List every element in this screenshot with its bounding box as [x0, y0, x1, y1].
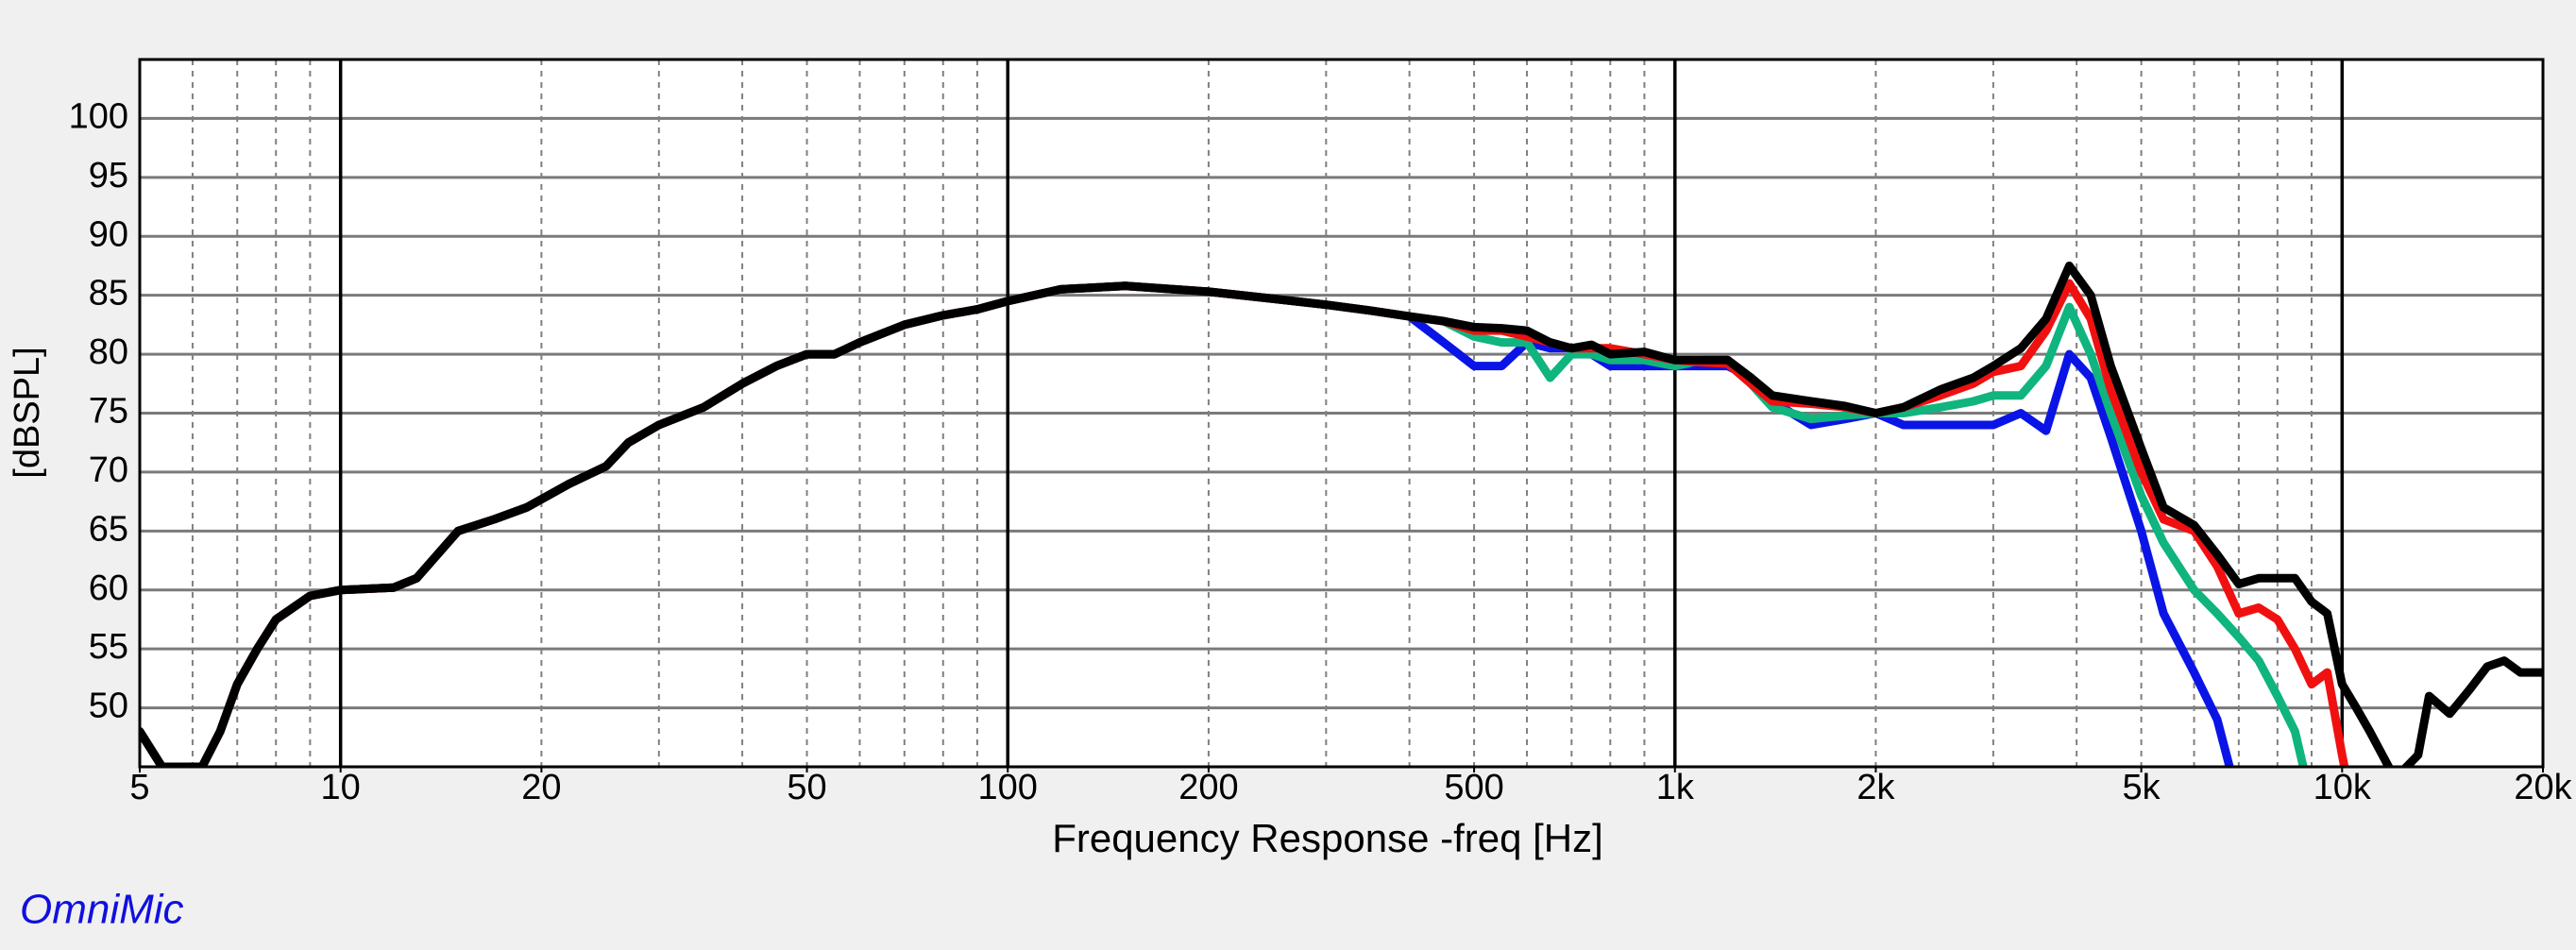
- series-line: [140, 262, 2543, 767]
- x-tick-label: 10k: [2313, 768, 2372, 807]
- y-tick-label: 80: [89, 332, 128, 372]
- x-tick-label: 200: [1178, 768, 1238, 807]
- x-tick-label: 1k: [1656, 768, 1695, 807]
- y-tick-label: 95: [89, 156, 128, 195]
- y-tick-label: 50: [89, 687, 128, 726]
- y-tick-label: 70: [89, 450, 128, 490]
- x-axis-label: Frequency Response -freq [Hz]: [1052, 816, 1603, 860]
- x-tick-label: 500: [1444, 768, 1503, 807]
- plot-border: [138, 58, 2545, 769]
- y-tick-label: 75: [89, 392, 128, 432]
- x-tick-label: 5: [129, 768, 149, 807]
- y-tick-label: 60: [89, 568, 128, 608]
- y-tick-label: 100: [69, 96, 128, 136]
- y-tick-label: 55: [89, 627, 128, 667]
- x-tick-label: 20: [521, 768, 561, 807]
- x-tick-label: 50: [787, 768, 826, 807]
- x-tick-label: 2k: [1856, 768, 1895, 807]
- y-tick-label: 85: [89, 274, 128, 314]
- x-tick-label: 100: [978, 768, 1038, 807]
- y-tick-label: 90: [89, 214, 128, 254]
- lines: [140, 262, 2543, 767]
- x-tick-label: 10: [321, 768, 361, 807]
- grid: [140, 59, 2543, 767]
- x-tick-label: 20k: [2514, 768, 2572, 807]
- brand-label: OmniMic: [20, 887, 184, 933]
- y-tick-label: 65: [89, 509, 128, 549]
- y-axis-label: [dBSPL]: [8, 347, 47, 478]
- x-tick-label: 5k: [2123, 768, 2161, 807]
